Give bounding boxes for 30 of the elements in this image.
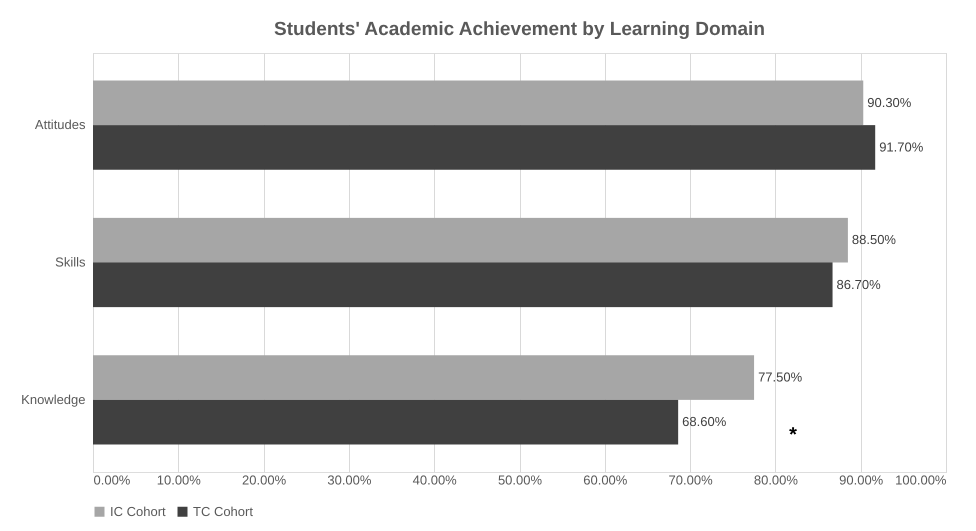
data-label: 91.70% <box>879 139 924 154</box>
legend-label: IC Cohort <box>110 504 166 519</box>
data-label: 88.50% <box>852 232 896 248</box>
x-tick-label: 0.00% <box>94 472 131 488</box>
x-tick-label: 50.00% <box>498 472 542 488</box>
x-tick-label: 80.00% <box>754 472 798 488</box>
x-tick-label: 90.00% <box>839 472 884 488</box>
data-label: 77.50% <box>758 370 803 385</box>
x-tick-label: 70.00% <box>668 472 714 488</box>
bar <box>93 80 864 126</box>
bar <box>93 400 678 445</box>
y-tick-label: Attitudes <box>34 117 86 132</box>
y-tick-label: Knowledge <box>21 392 86 407</box>
x-tick-label: 10.00% <box>156 472 202 488</box>
x-tick-label: 30.00% <box>327 472 372 488</box>
legend-label: TC Cohort <box>193 504 254 519</box>
x-tick-label: 20.00% <box>242 472 287 488</box>
annotation: * <box>789 424 798 446</box>
chart-title: Students' Academic Achievement by Learning Domain <box>274 19 765 40</box>
bar <box>93 125 876 170</box>
x-tick-label: 100.00% <box>895 472 947 488</box>
x-tick-label: 60.00% <box>583 472 628 488</box>
x-tick-label: 40.00% <box>412 472 458 488</box>
y-tick-label: Skills <box>55 254 86 270</box>
bar <box>93 262 833 308</box>
data-label: 68.60% <box>682 414 727 430</box>
data-label: 90.30% <box>867 94 912 110</box>
data-label: 86.70% <box>836 276 882 292</box>
bar <box>93 355 754 400</box>
bar <box>93 218 848 262</box>
